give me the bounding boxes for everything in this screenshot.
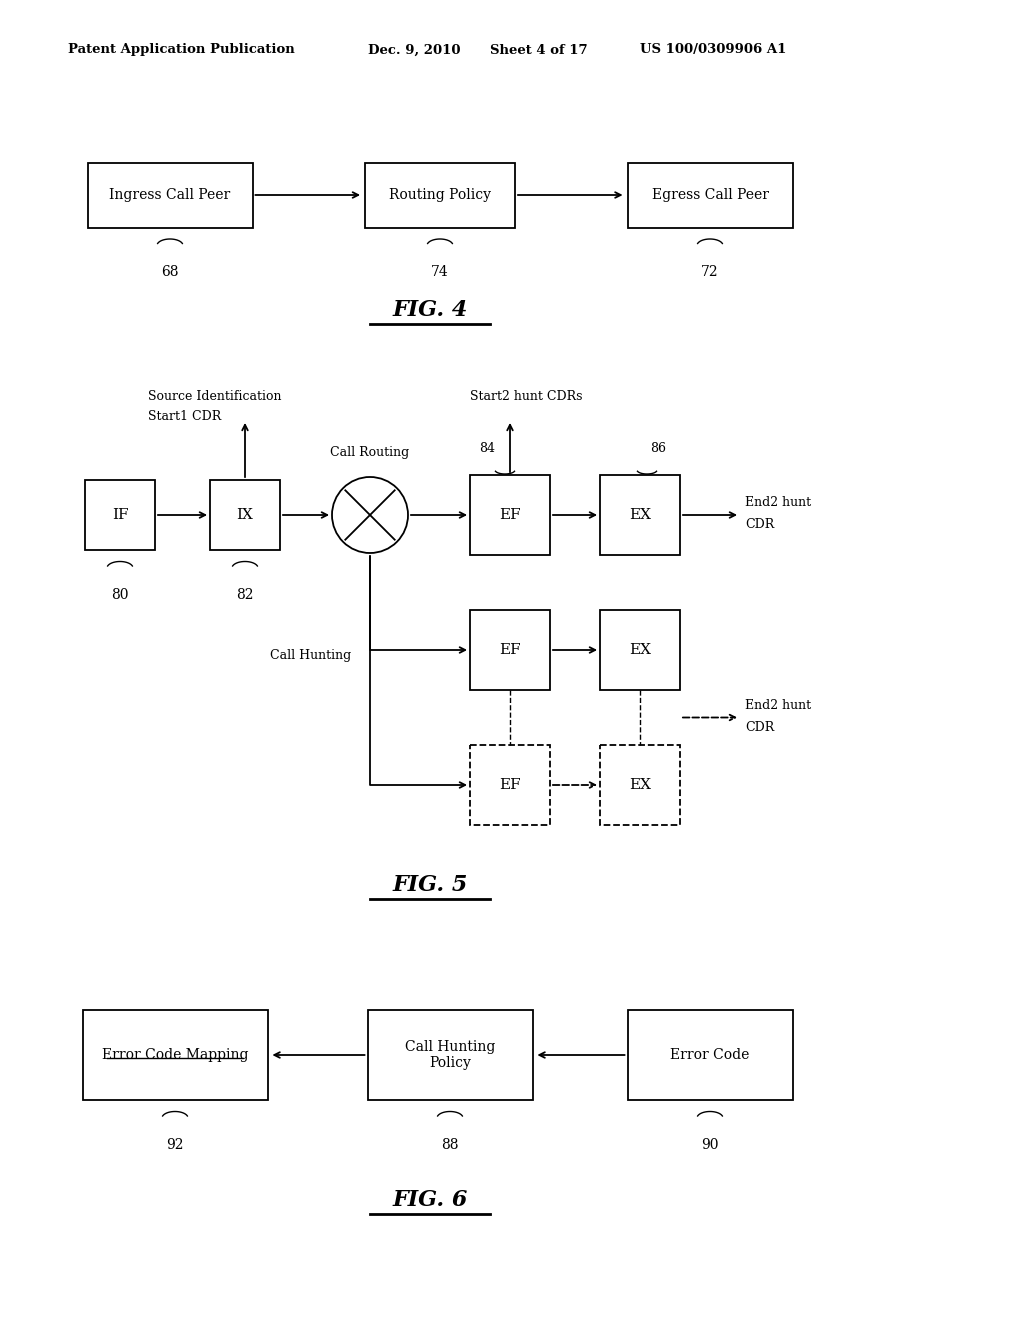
Text: US 100/0309906 A1: US 100/0309906 A1	[640, 44, 786, 57]
Bar	[628, 1010, 793, 1100]
Bar	[470, 475, 550, 554]
Text: 82: 82	[237, 587, 254, 602]
Text: End2 hunt: End2 hunt	[745, 700, 811, 711]
Text: 72: 72	[701, 265, 719, 280]
Text: EF: EF	[499, 508, 521, 521]
Bar	[600, 475, 680, 554]
Bar	[628, 162, 793, 227]
Text: Call Hunting
Policy: Call Hunting Policy	[404, 1040, 496, 1071]
Bar	[83, 1010, 267, 1100]
Text: FIG. 4: FIG. 4	[392, 300, 468, 321]
Text: EX: EX	[629, 643, 651, 657]
Text: 88: 88	[441, 1138, 459, 1152]
Text: Call Hunting: Call Hunting	[270, 648, 351, 661]
Text: Source Identification: Source Identification	[148, 389, 282, 403]
Bar	[85, 480, 155, 550]
Text: EF: EF	[499, 643, 521, 657]
Text: FIG. 5: FIG. 5	[392, 874, 468, 896]
Text: CDR: CDR	[745, 721, 774, 734]
Bar	[600, 610, 680, 690]
Text: Dec. 9, 2010: Dec. 9, 2010	[368, 44, 461, 57]
Text: 84: 84	[479, 442, 495, 455]
Bar	[600, 744, 680, 825]
Text: Start1 CDR: Start1 CDR	[148, 411, 221, 422]
Text: 68: 68	[161, 265, 179, 280]
Bar	[470, 744, 550, 825]
Text: FIG. 6: FIG. 6	[392, 1189, 468, 1210]
Bar	[368, 1010, 532, 1100]
Text: 86: 86	[650, 442, 666, 455]
Text: Egress Call Peer: Egress Call Peer	[651, 187, 768, 202]
Text: Error Code: Error Code	[671, 1048, 750, 1063]
Text: Ingress Call Peer: Ingress Call Peer	[110, 187, 230, 202]
Text: Routing Policy: Routing Policy	[389, 187, 490, 202]
Text: 92: 92	[166, 1138, 183, 1152]
Text: IX: IX	[237, 508, 253, 521]
Text: 74: 74	[431, 265, 449, 280]
Text: EX: EX	[629, 777, 651, 792]
Text: End2 hunt: End2 hunt	[745, 496, 811, 510]
Text: IF: IF	[112, 508, 128, 521]
Bar	[365, 162, 515, 227]
Text: Sheet 4 of 17: Sheet 4 of 17	[490, 44, 588, 57]
Text: CDR: CDR	[745, 519, 774, 532]
Text: EX: EX	[629, 508, 651, 521]
Text: Error Code Mapping: Error Code Mapping	[101, 1048, 248, 1063]
Bar	[210, 480, 280, 550]
Text: Call Routing: Call Routing	[331, 446, 410, 459]
Text: Patent Application Publication: Patent Application Publication	[68, 44, 295, 57]
Text: EF: EF	[499, 777, 521, 792]
Text: 90: 90	[701, 1138, 719, 1152]
Bar	[470, 610, 550, 690]
Bar	[87, 162, 253, 227]
Text: Start2 hunt CDRs: Start2 hunt CDRs	[470, 389, 583, 403]
Text: 80: 80	[112, 587, 129, 602]
